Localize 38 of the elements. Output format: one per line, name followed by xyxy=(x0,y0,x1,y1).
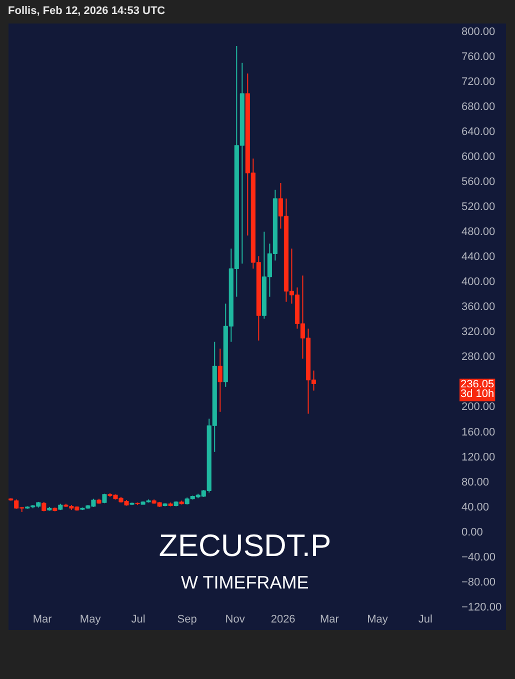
text: ZECUSDT.P xyxy=(158,528,332,564)
y-tick-label: 720.00 xyxy=(462,76,496,88)
y-tick-label: 680.00 xyxy=(462,101,496,114)
y-tick-label: 80.00 xyxy=(462,476,490,488)
candlestick xyxy=(42,501,46,512)
y-tick-label: 520.00 xyxy=(462,201,496,214)
y-tick-label: −40.00 xyxy=(462,551,496,564)
y-tick-label: 0.00 xyxy=(462,526,483,538)
y-tick-label: 600.00 xyxy=(462,151,496,164)
y-tick-label: 440.00 xyxy=(462,251,496,264)
annotation: 3d 10h xyxy=(460,388,494,400)
y-tick-label: 560.00 xyxy=(462,176,496,188)
y-tick-label: 640.00 xyxy=(462,126,496,138)
x-tick-label: Sep xyxy=(177,614,197,626)
y-tick-label: 480.00 xyxy=(462,226,496,238)
y-tick-label: 320.00 xyxy=(462,326,496,338)
x-tick-label: Jul xyxy=(418,614,432,626)
candlestick xyxy=(218,348,222,412)
x-tick-label: Mar xyxy=(32,614,52,626)
y-tick-label: 200.00 xyxy=(462,401,496,414)
y-tick-label: 120.00 xyxy=(462,451,496,464)
y-tick-label: 760.00 xyxy=(462,51,496,64)
x-tick-label: Jul xyxy=(131,614,146,626)
text: W TIMEFRAME xyxy=(181,572,309,593)
y-tick-label: 400.00 xyxy=(462,276,496,288)
x-tick-label: May xyxy=(80,614,102,626)
text: Follis, Feb 12, 2026 14:53 UTC xyxy=(8,4,166,19)
y-tick-label: 280.00 xyxy=(462,351,496,364)
x-tick-label: Nov xyxy=(225,614,246,626)
y-tick-label: 160.00 xyxy=(462,426,496,438)
y-tick-label: −80.00 xyxy=(462,576,496,588)
y-tick-label: 40.00 xyxy=(462,501,490,514)
x-tick-label: Mar xyxy=(320,614,340,626)
y-tick-label: 800.00 xyxy=(462,26,496,38)
x-tick-label: May xyxy=(367,614,388,626)
y-tick-label: 360.00 xyxy=(462,301,496,314)
x-tick-label: 2026 xyxy=(270,614,296,626)
y-tick-label: −120.00 xyxy=(462,601,502,614)
